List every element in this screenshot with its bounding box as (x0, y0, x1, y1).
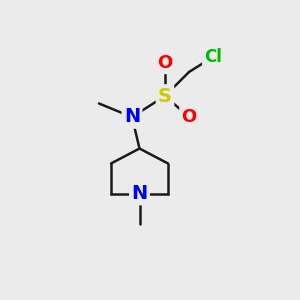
Text: O: O (182, 108, 196, 126)
Text: S: S (158, 86, 172, 106)
Text: N: N (124, 107, 140, 127)
Text: O: O (158, 54, 172, 72)
Text: N: N (131, 184, 148, 203)
Text: Cl: Cl (204, 48, 222, 66)
